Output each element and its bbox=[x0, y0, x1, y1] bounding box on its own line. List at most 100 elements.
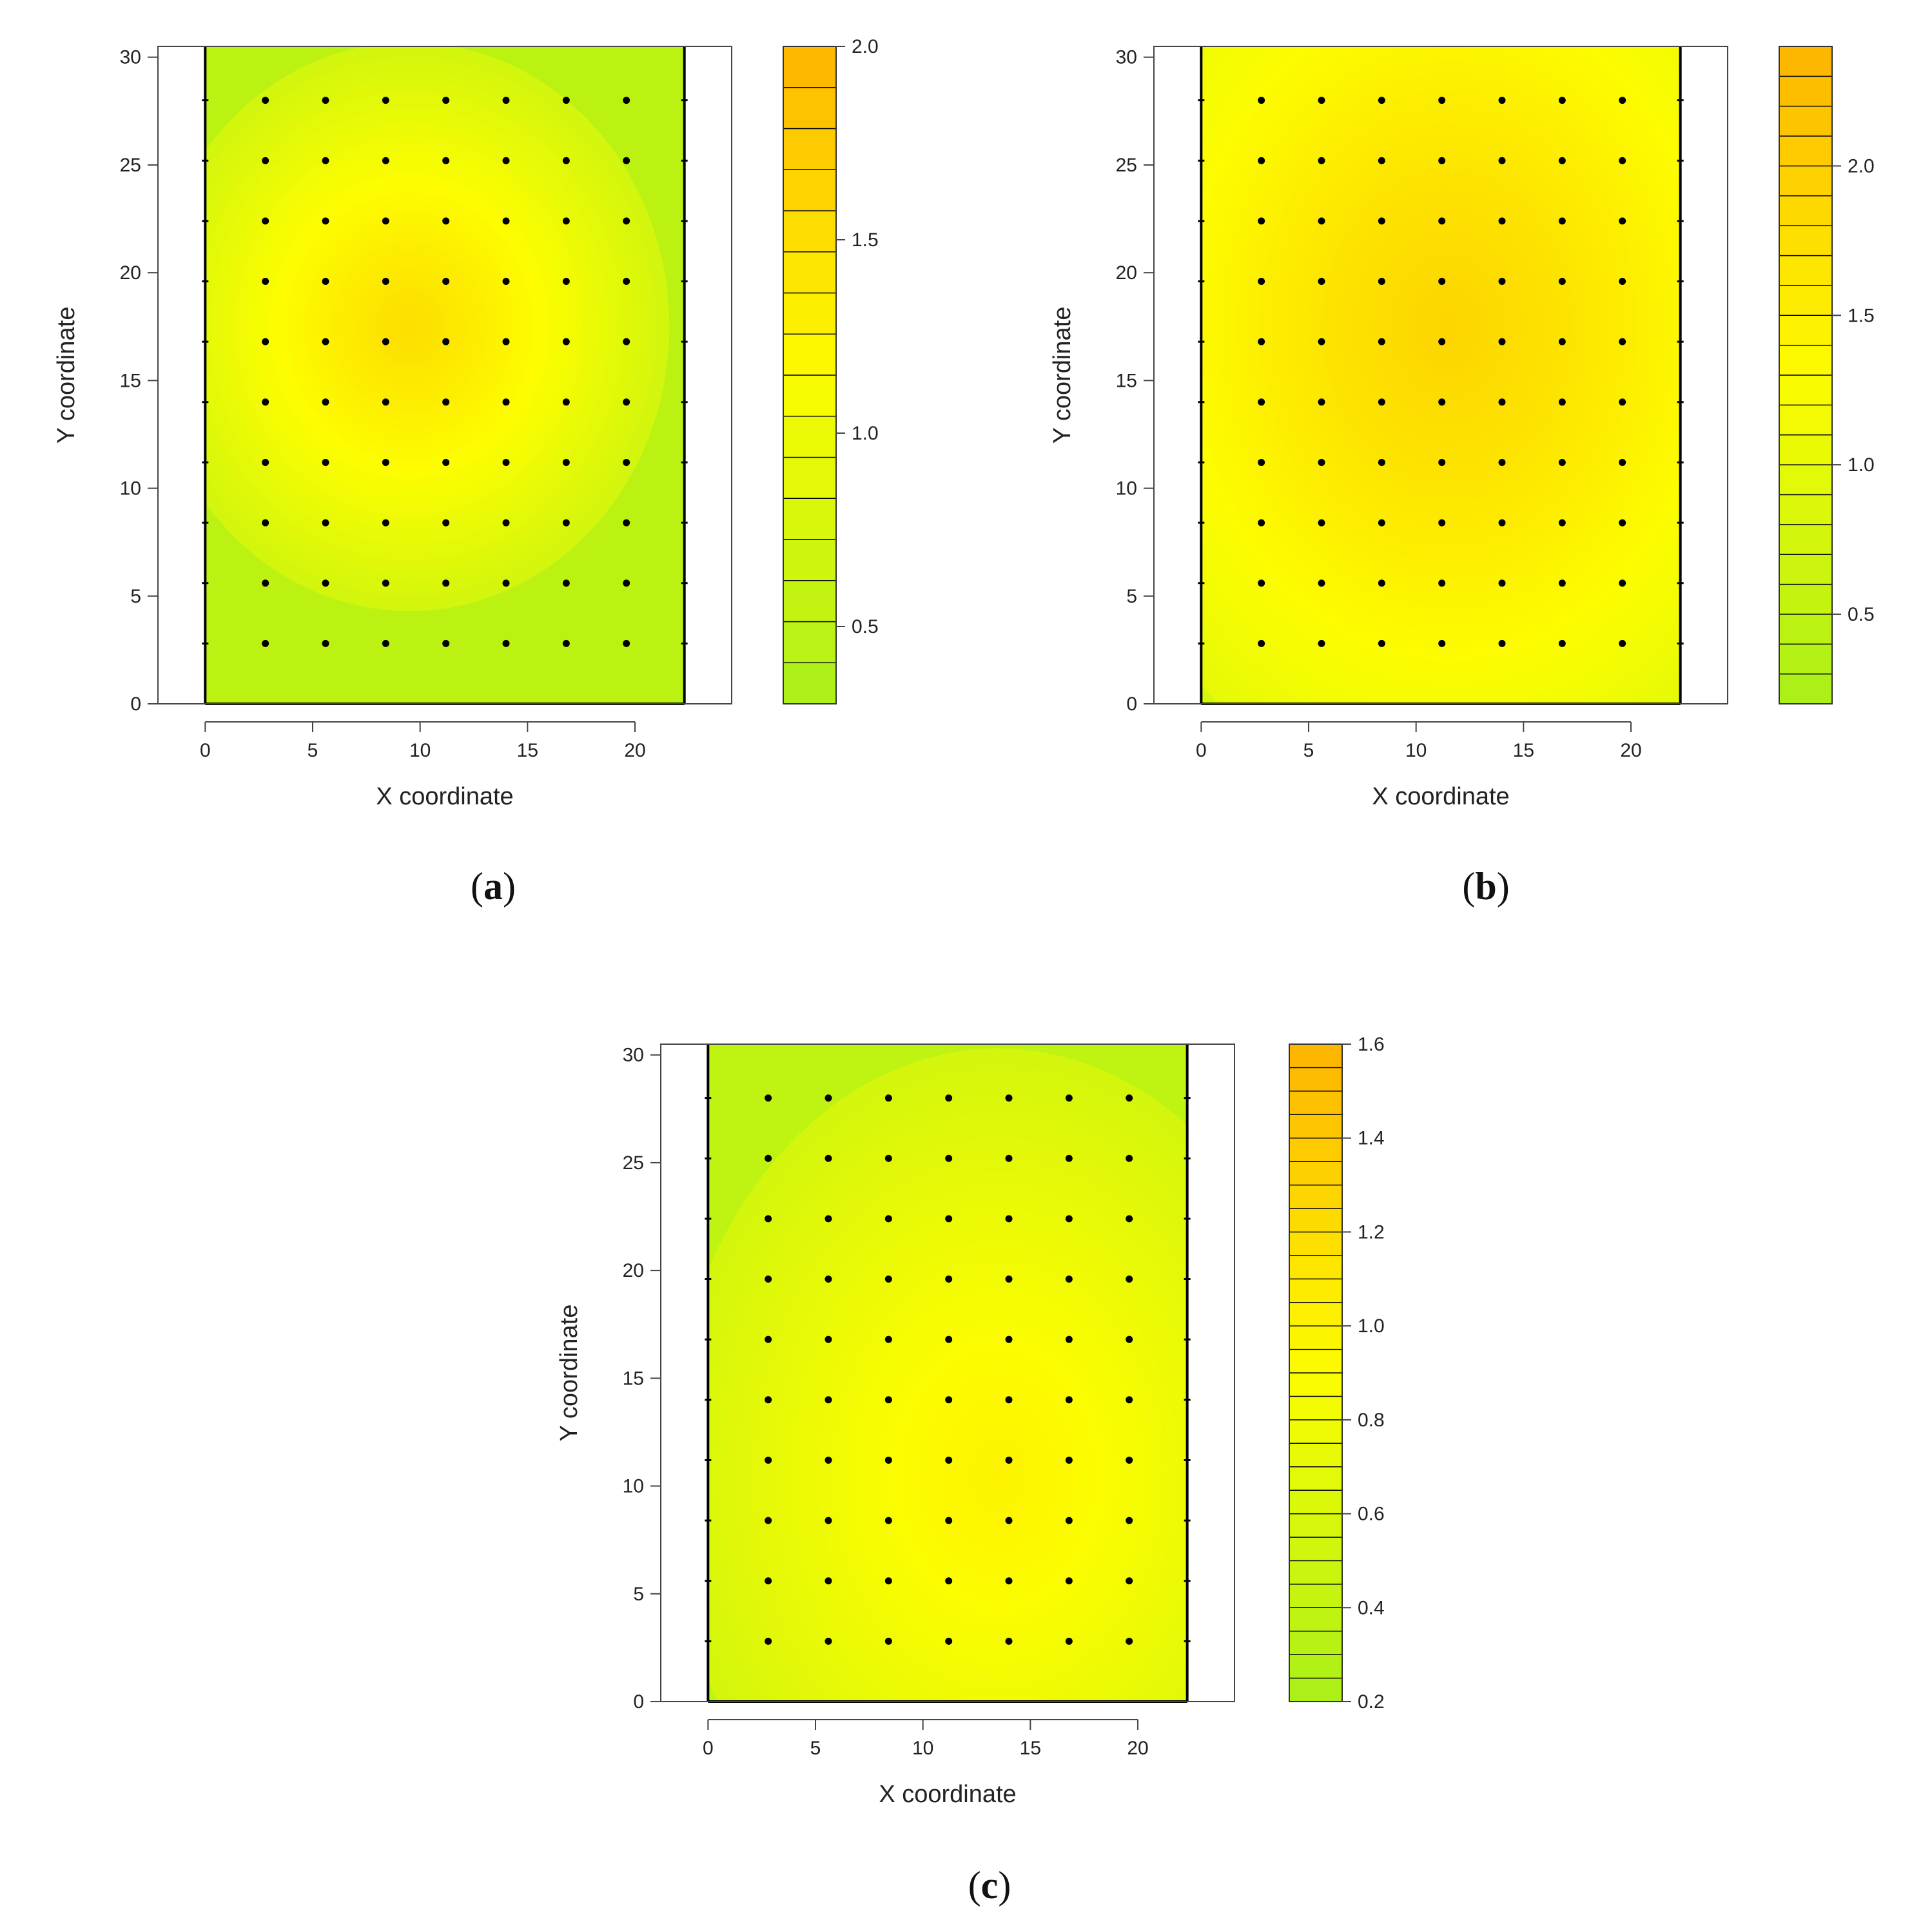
sample-point bbox=[322, 97, 329, 104]
sample-point bbox=[562, 157, 570, 164]
sample-point bbox=[562, 97, 570, 104]
colorbar-tick-label: 0.4 bbox=[1358, 1597, 1385, 1618]
sample-point bbox=[825, 1335, 832, 1343]
x-tick-label: 10 bbox=[1405, 740, 1427, 761]
sample-point bbox=[502, 639, 510, 647]
x-tick-label: 0 bbox=[703, 1738, 714, 1759]
colorbar-level bbox=[1779, 404, 1833, 436]
sample-point bbox=[382, 519, 389, 527]
colorbar-level bbox=[1779, 225, 1833, 257]
sample-point bbox=[562, 217, 570, 225]
sample-point bbox=[442, 519, 450, 527]
sample-point bbox=[884, 1094, 892, 1102]
sample-point bbox=[765, 1517, 772, 1524]
colorbar-level bbox=[1289, 1513, 1343, 1538]
sample-point bbox=[945, 1094, 953, 1102]
panel-c: 0 5 10 15 20 25 30 0 5 10 15 20 X coordinate Y coordi… bbox=[556, 1034, 1385, 1907]
colorbar-level bbox=[783, 210, 837, 253]
colorbar-level bbox=[1289, 1325, 1343, 1350]
sample-point bbox=[1558, 519, 1566, 527]
y-tick-label: 30 bbox=[120, 47, 141, 68]
sample-point bbox=[765, 1094, 772, 1102]
sample-point bbox=[1318, 338, 1325, 345]
sample-point bbox=[262, 157, 269, 164]
sample-point bbox=[1558, 639, 1566, 647]
sample-point bbox=[1065, 1456, 1073, 1464]
colorbar-tick-label: 1.0 bbox=[1848, 454, 1875, 476]
y-axis-title: Y coordinate bbox=[556, 1305, 583, 1442]
sample-point bbox=[262, 217, 269, 225]
colorbar-tick-label: 0.2 bbox=[1358, 1691, 1385, 1713]
colorbar-level bbox=[783, 374, 837, 417]
sample-point bbox=[1126, 1637, 1133, 1645]
colorbar-level bbox=[1779, 255, 1833, 286]
colorbar-level bbox=[1779, 106, 1833, 137]
x-axis-title: X coordinate bbox=[1372, 783, 1509, 810]
sample-point bbox=[1378, 157, 1385, 164]
sample-point bbox=[1498, 97, 1506, 104]
x-tick-label: 15 bbox=[1020, 1738, 1041, 1759]
colorbar-level bbox=[1779, 643, 1833, 675]
sample-point bbox=[1318, 639, 1325, 647]
sample-point bbox=[262, 398, 269, 406]
sample-point bbox=[945, 1335, 953, 1343]
colorbar-level bbox=[783, 46, 837, 88]
y-tick-label: 25 bbox=[120, 155, 141, 176]
sample-point bbox=[1558, 398, 1566, 406]
colorbar-level bbox=[783, 580, 837, 623]
colorbar-level bbox=[1289, 1091, 1343, 1115]
sample-point bbox=[262, 458, 269, 466]
sample-point bbox=[1126, 1154, 1133, 1162]
sample-point bbox=[1438, 97, 1446, 104]
sample-point bbox=[1378, 579, 1385, 587]
colorbar-tick-label: 1.2 bbox=[1358, 1221, 1385, 1243]
colorbar-frame bbox=[783, 46, 837, 704]
sample-point bbox=[1558, 97, 1566, 104]
sample-point bbox=[1498, 217, 1506, 225]
colorbar-level bbox=[1289, 1631, 1343, 1655]
colorbar-level bbox=[1289, 1654, 1343, 1679]
sample-point bbox=[1438, 458, 1446, 466]
sample-point bbox=[1558, 458, 1566, 466]
colorbar-tick-label: 1.0 bbox=[852, 423, 879, 444]
sample-point bbox=[502, 458, 510, 466]
sample-point bbox=[623, 579, 630, 587]
colorbar-level bbox=[1289, 1067, 1343, 1092]
sample-point bbox=[1126, 1517, 1133, 1524]
colorbar-level bbox=[1779, 494, 1833, 525]
colorbar-level bbox=[783, 87, 837, 130]
colorbar-level bbox=[783, 539, 837, 581]
colorbar-level bbox=[783, 169, 837, 211]
x-tick-label: 20 bbox=[1620, 740, 1641, 761]
sample-point bbox=[1005, 1276, 1013, 1283]
sample-point bbox=[1498, 519, 1506, 527]
y-axis-title: Y coordinate bbox=[1049, 307, 1076, 444]
colorbar-level bbox=[1779, 554, 1833, 585]
sample-point bbox=[322, 579, 329, 587]
x-tick-label: 5 bbox=[810, 1738, 821, 1759]
sample-point bbox=[884, 1637, 892, 1645]
colorbar-level bbox=[783, 128, 837, 170]
sample-point bbox=[442, 458, 450, 466]
colorbar-level bbox=[1289, 1255, 1343, 1279]
sample-point bbox=[1318, 97, 1325, 104]
sample-point bbox=[1438, 338, 1446, 345]
sample-point bbox=[623, 398, 630, 406]
colorbar-level bbox=[1289, 1442, 1343, 1468]
x-tick-label: 10 bbox=[912, 1738, 933, 1759]
colorbar-frame bbox=[1289, 1044, 1343, 1702]
x-tick-label: 5 bbox=[1303, 740, 1314, 761]
sample-point bbox=[1318, 398, 1325, 406]
colorbar-level bbox=[1289, 1395, 1343, 1421]
colorbar-level bbox=[1289, 1114, 1343, 1139]
sample-point bbox=[502, 157, 510, 164]
y-tick-label: 20 bbox=[120, 262, 141, 284]
sample-point bbox=[623, 157, 630, 164]
sample-point bbox=[623, 97, 630, 104]
colorbar-level bbox=[1289, 1302, 1343, 1326]
colorbar-level bbox=[1289, 1348, 1343, 1374]
sample-point bbox=[562, 639, 570, 647]
sample-point bbox=[1126, 1396, 1133, 1404]
sample-point bbox=[825, 1215, 832, 1223]
y-tick-label: 15 bbox=[120, 370, 141, 391]
